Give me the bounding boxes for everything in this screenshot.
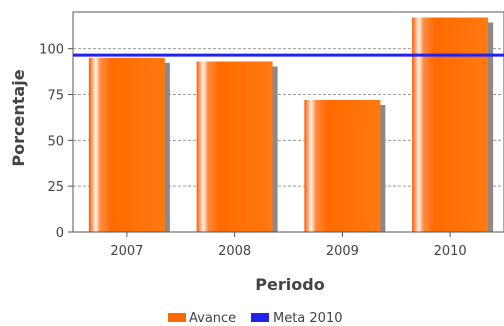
y-tick-label: 75 [47,89,64,104]
x-tick-label: 2009 [326,244,359,259]
x-axis-label: Periodo [255,275,324,294]
bar-2007 [88,57,165,233]
y-tick-label: 100 [39,43,64,58]
legend-swatch-avance [168,313,186,322]
bar-2008 [196,61,273,232]
x-tick-label: 2008 [218,244,251,259]
legend-label-meta: Meta 2010 [273,311,343,326]
legend: Avance Meta 2010 [168,311,343,326]
x-tick-label: 2010 [434,244,467,259]
legend-label-avance: Avance [189,311,236,326]
y-tick-label: 50 [47,134,64,149]
bar-2010 [412,17,489,232]
x-tick-label: 2007 [110,244,143,259]
y-axis-label: Porcentaje [9,69,28,166]
y-tick-label: 0 [56,226,64,241]
plot-area: 0 25 50 75 100 2007 2008 2009 2010 [39,11,504,259]
bar-2009 [304,100,381,232]
y-tick-label: 25 [47,180,64,195]
legend-swatch-meta [251,313,269,322]
